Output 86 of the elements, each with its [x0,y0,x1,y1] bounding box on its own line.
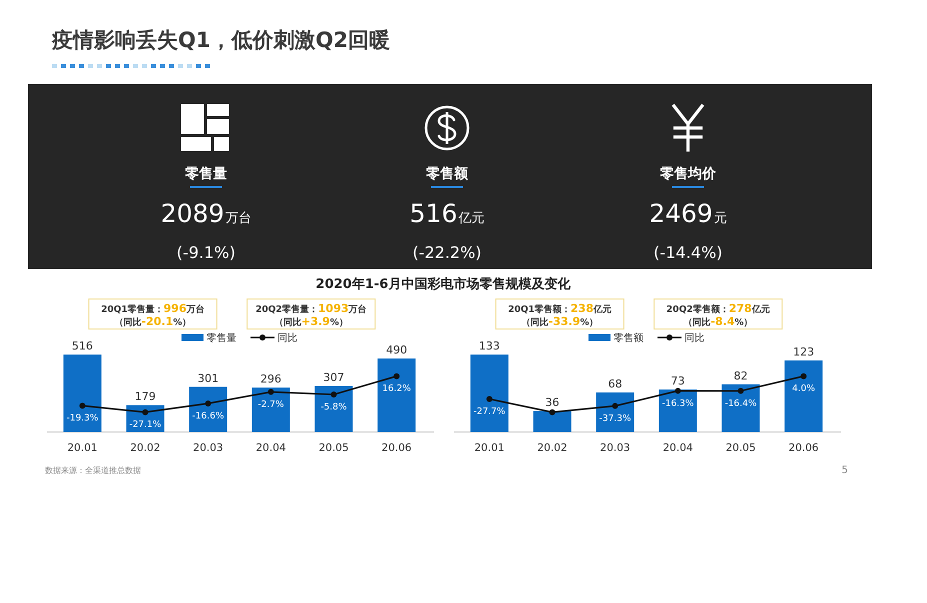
point [800,373,807,380]
data-label: 4.0% [792,384,816,394]
data-label: -2.7% [258,400,284,410]
text: （同比-33.9%） [521,315,598,328]
text: （同比-8.4%） [684,315,753,328]
x-tick-label: 20.01 [67,442,98,454]
text: 零售均价 [659,166,717,182]
data-label: 68 [608,377,622,390]
data-label: 307 [323,370,344,384]
point [549,409,556,416]
legend-label: 同比 [684,332,704,344]
x-tick-label: 20.04 [662,442,694,454]
bar [189,386,228,432]
point [612,402,618,409]
text: 疫情影响丢失Q1，低价刺激Q2回暖 [51,28,390,52]
data-label: 516 [72,340,93,353]
bar [722,384,760,432]
x-tick-label: 20.06 [382,442,412,454]
data-label: -27.7% [473,407,506,418]
text: 亿元 [457,211,484,226]
text: (-14.4%) [653,243,723,262]
text: 2089 [160,199,224,228]
text: 零售量 [184,166,227,182]
data-label: 296 [260,372,282,386]
bar [533,411,572,432]
bar [658,390,697,432]
text: (-22.2%) [412,243,482,262]
text: (-9.1%) [176,243,236,262]
text: 元 [714,211,727,226]
bar [784,360,823,432]
text: 20Q2零售量：1093万台 [256,302,367,315]
data-label: 133 [478,340,500,353]
text: 零售额 [425,165,469,182]
point [674,388,681,394]
text: 20Q2零售额：278亿元 [666,302,770,315]
data-label: -16.3% [662,398,694,409]
x-tick-label: 20.06 [788,442,819,454]
data-label: -16.6% [192,411,224,422]
data-label: 490 [386,344,408,356]
x-tick-label: 20.04 [256,442,286,454]
data-label: 16.2% [382,384,412,394]
x-tick-label: 20.02 [130,442,160,454]
text: 万台 [225,211,252,226]
legend-label: 零售量 [206,332,236,344]
data-label: -5.8% [320,402,348,412]
point [486,396,492,402]
data-label: 36 [545,396,560,410]
point [79,402,86,409]
x-tick-label: 20.03 [193,442,224,454]
chart-title: 2020年1-6月中国彩电市场零售规模及变化 [316,276,572,292]
point [738,388,744,394]
point [394,373,400,380]
point [142,409,148,416]
x-tick-label: 20.03 [600,442,630,454]
bar [378,358,416,432]
point [268,388,274,395]
data-label: 82 [734,369,748,382]
data-label: -19.3% [66,414,99,424]
bar [596,392,634,432]
data-label: 179 [134,390,156,404]
text: （同比-20.1%） [114,315,192,328]
point [205,400,212,406]
legend-label: 同比 [278,332,298,344]
data-label: 73 [670,374,685,388]
text: 2469 [649,199,713,228]
data-label: 301 [198,372,219,385]
x-tick-label: 20.05 [318,442,349,454]
x-tick-label: 20.01 [474,442,504,454]
source-note: 数据来源：全渠道推总数据 [45,466,141,475]
data-label: 123 [793,345,814,358]
data-label: -16.4% [724,398,758,409]
text: （同比+3.9%） [274,315,348,328]
bar [63,354,102,432]
data-label: -27.1% [129,420,162,430]
text: 516 [410,199,458,228]
text: 20Q1零售额：238亿元 [508,302,612,315]
x-tick-label: 20.02 [537,442,568,454]
text: 20Q1零售量：996万台 [101,302,204,315]
legend-label: 零售额 [614,332,644,344]
data-label: -37.3% [599,414,632,424]
bar [470,354,508,432]
bar [314,386,353,432]
x-tick-label: 20.05 [726,442,756,454]
text: 5 [842,465,848,476]
point [330,391,337,398]
bar [252,388,290,432]
